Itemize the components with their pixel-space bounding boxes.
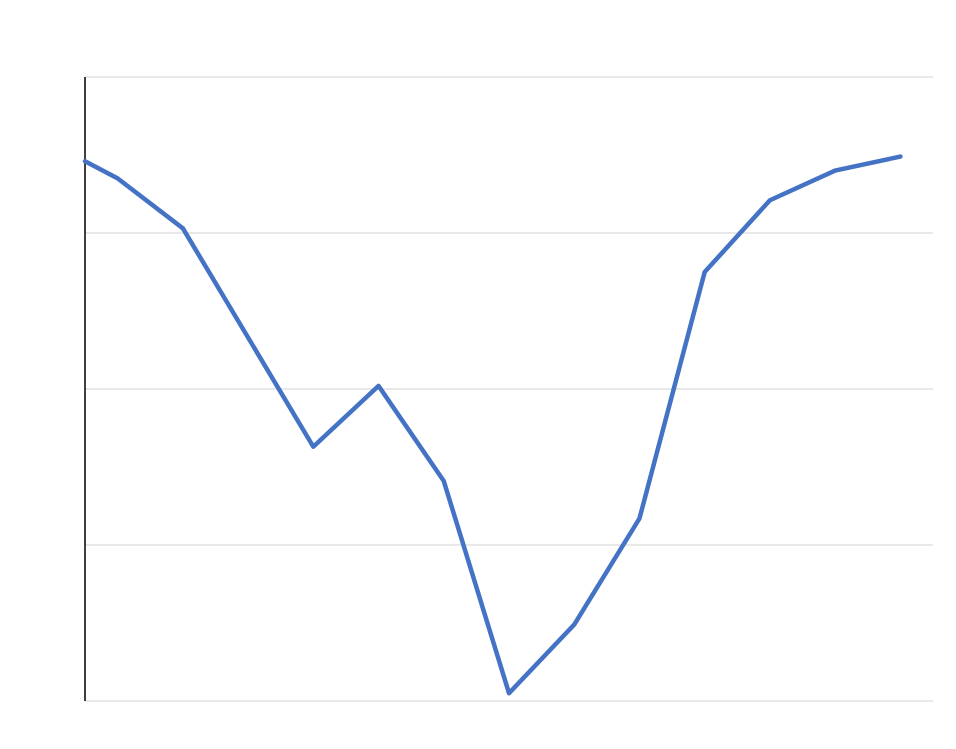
- data-line: [82, 154, 903, 696]
